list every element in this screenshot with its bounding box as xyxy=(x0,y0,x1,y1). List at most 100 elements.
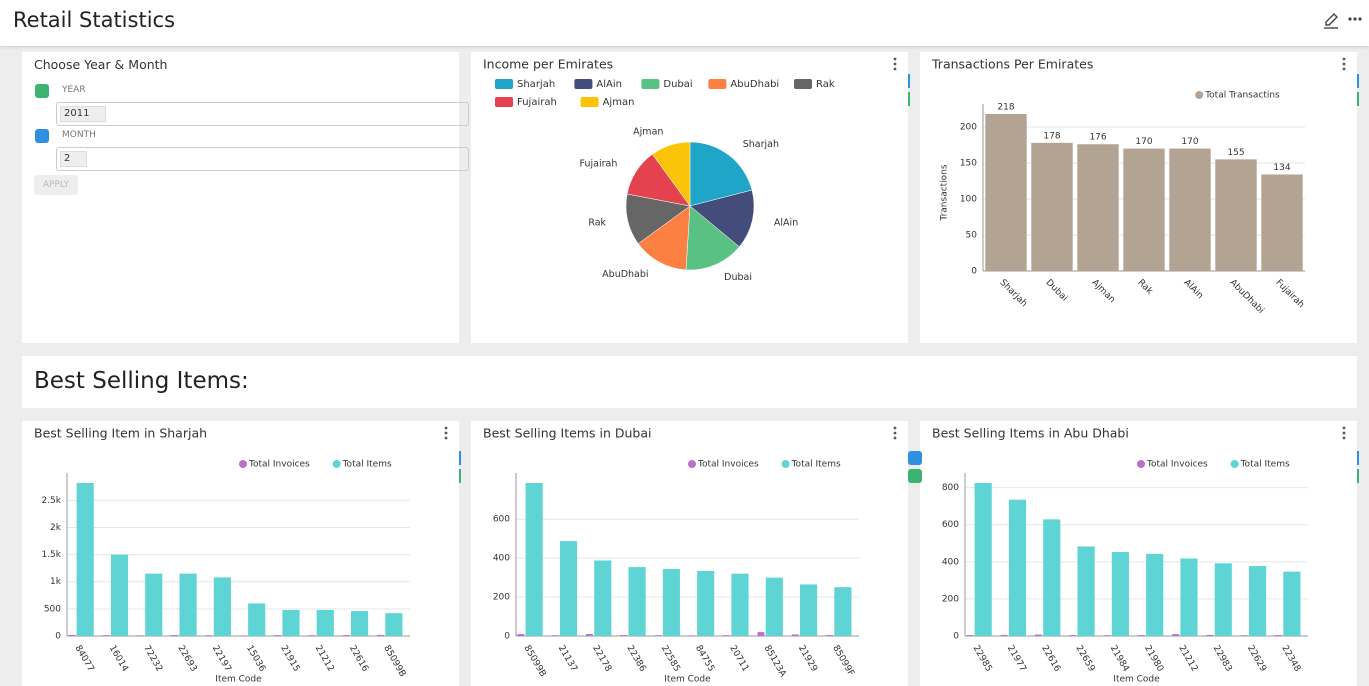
y-tick-label: 50 xyxy=(966,230,978,240)
bar xyxy=(282,609,300,636)
y-tick-label: 0 xyxy=(971,267,977,277)
bar xyxy=(385,613,403,636)
bar xyxy=(723,635,731,636)
y-tick-label: 100 xyxy=(960,194,977,204)
bar xyxy=(1000,634,1008,636)
legend-label: Ajman xyxy=(603,97,635,108)
x-tick-label: AbuDhabi xyxy=(1228,278,1266,316)
data-label: 134 xyxy=(1273,163,1290,173)
bar xyxy=(765,577,783,636)
filter-icon xyxy=(908,451,922,465)
y-axis-title: Transactions xyxy=(940,164,950,221)
legend-swatch xyxy=(495,97,513,107)
bar xyxy=(1283,571,1301,636)
y-tick-label: 0 xyxy=(953,632,959,642)
y-tick-label: 2k xyxy=(50,523,62,533)
bar xyxy=(826,635,833,636)
bar xyxy=(800,584,818,636)
bar xyxy=(697,570,715,636)
x-tick-label: AlAin xyxy=(1182,278,1205,301)
bar xyxy=(985,114,1027,271)
slice-label: Dubai xyxy=(724,272,752,283)
bar xyxy=(1111,551,1129,636)
x-tick-label: 22693 xyxy=(175,644,198,674)
legend-dot xyxy=(1195,91,1204,99)
chip[interactable]: 2 xyxy=(60,151,88,167)
chart: Best Selling Item in Sharjah 0 500 1k 1.5k 2k… xyxy=(34,426,448,685)
x-axis-title: Item Code xyxy=(215,675,262,685)
x-axis-title: Item Code xyxy=(664,675,711,685)
bar xyxy=(1169,148,1211,271)
bar xyxy=(966,635,974,636)
x-tick-label: 22386 xyxy=(624,644,647,674)
bar xyxy=(974,483,992,636)
legend-dot xyxy=(1137,460,1145,468)
pie-slice xyxy=(689,141,753,207)
edge-marker xyxy=(908,74,910,88)
x-tick-label: 21977 xyxy=(1005,644,1028,674)
legend-dot xyxy=(239,460,247,468)
legend-label: Total Items xyxy=(1240,460,1290,470)
bar xyxy=(351,611,369,636)
select[interactable]: 2 xyxy=(56,147,469,171)
data-label: 170 xyxy=(1181,137,1198,147)
x-tick-label: 84755 xyxy=(693,644,716,674)
bar xyxy=(1077,546,1095,636)
bar xyxy=(662,569,680,636)
bar xyxy=(213,577,231,636)
bar xyxy=(76,483,94,636)
chart-card: Transactions Per Emirates 0 50 100 150 200 218… xyxy=(920,52,1357,343)
edge-marker xyxy=(1357,74,1359,88)
y-tick-label: 200 xyxy=(960,122,977,132)
menu-dot xyxy=(1342,436,1346,440)
x-tick-label: 22178 xyxy=(590,644,613,674)
y-tick-label: 500 xyxy=(44,604,61,614)
bar xyxy=(1261,174,1303,271)
x-tick-label: Ajman xyxy=(1090,278,1117,305)
bar xyxy=(1206,634,1214,636)
x-tick-label: 21915 xyxy=(278,644,301,674)
slice-label: AbuDhabi xyxy=(602,269,648,280)
data-label: 176 xyxy=(1089,133,1106,143)
y-tick-label: 600 xyxy=(493,515,510,525)
pie-slice xyxy=(652,141,691,207)
filter-icon xyxy=(35,84,49,98)
y-tick-label: 1.5k xyxy=(41,550,61,560)
x-tick-label: Dubai xyxy=(1044,278,1070,304)
legend-label: Total Items xyxy=(342,460,392,470)
chart: Best Selling Items in Dubai 0 200 400 600 850… xyxy=(483,426,897,685)
chart-card: Best Selling Item in Sharjah 0 500 1k 1.5k 2k… xyxy=(22,421,459,686)
data-label: 218 xyxy=(997,103,1014,113)
field-label: YEAR xyxy=(62,85,86,95)
menu-dot xyxy=(1342,431,1346,435)
filter-icon xyxy=(908,469,922,483)
select[interactable]: 2011 xyxy=(56,102,469,126)
x-tick-label: 85099F xyxy=(830,644,856,678)
bar xyxy=(791,634,799,636)
chart-title: Best Selling Item in Sharjah xyxy=(34,426,207,441)
bar xyxy=(274,635,282,636)
y-tick-label: 2.5k xyxy=(41,496,61,506)
field-label: MONTH xyxy=(62,130,96,140)
data-label: 178 xyxy=(1043,131,1060,141)
apply-button[interactable]: APPLY xyxy=(34,175,78,195)
bar xyxy=(654,635,662,636)
chip[interactable]: 2011 xyxy=(60,106,107,122)
legend-dot xyxy=(332,460,341,468)
bar xyxy=(628,567,646,636)
slice-label: Rak xyxy=(588,218,606,229)
legend-label: Rak xyxy=(816,79,835,90)
y-tick-label: 0 xyxy=(504,632,510,642)
legend-label: Fujairah xyxy=(517,97,557,108)
x-tick-label: 16014 xyxy=(107,644,130,674)
bar xyxy=(205,635,213,636)
pie-slice xyxy=(689,189,755,248)
menu-dot xyxy=(893,426,897,430)
edge-marker xyxy=(1357,469,1359,483)
menu-dot xyxy=(893,67,897,71)
bar xyxy=(688,635,696,636)
x-tick-label: 22629 xyxy=(1245,644,1268,674)
header-tools[interactable] xyxy=(1320,10,1369,30)
chart-title: Transactions Per Emirates xyxy=(931,57,1093,72)
